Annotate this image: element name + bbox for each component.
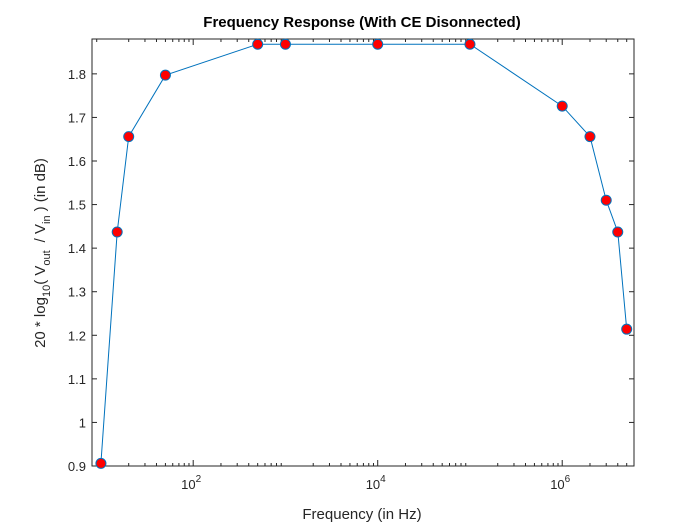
y-axis-label: 20 * log10( Vout / Vin ) (in dB) xyxy=(32,158,53,348)
y-label-prefix: 20 * log xyxy=(32,297,49,348)
x-tick-label: 104 xyxy=(366,474,386,492)
data-point xyxy=(123,131,135,143)
y-tick-label: 1 xyxy=(79,415,86,430)
axis-ticks: 0.9 1 1.1 1.2 1.3 1.4 1.5 1.6 1.7 1.8 102 104 106 xyxy=(68,39,635,492)
data-point xyxy=(372,38,384,50)
data-point xyxy=(95,457,107,469)
y-label-slash: / V xyxy=(32,224,49,242)
x-axis-label: Frequency (in Hz) xyxy=(302,506,421,523)
y-label-den-sub: in xyxy=(41,215,53,224)
y-label-open: ( V xyxy=(32,266,49,285)
y-tick-label: 1.6 xyxy=(68,154,86,169)
y-tick-label: 0.9 xyxy=(68,459,86,474)
data-series xyxy=(95,38,633,469)
x-tick-label: 106 xyxy=(550,474,570,492)
y-tick-label: 1.4 xyxy=(68,241,86,256)
y-tick-label: 1.3 xyxy=(68,285,86,300)
y-label-num-sub: out xyxy=(41,250,53,265)
data-point xyxy=(111,226,123,238)
data-point xyxy=(584,131,596,143)
y-label-suffix: ) (in dB) xyxy=(32,158,49,211)
plot-area xyxy=(91,38,635,467)
y-tick-label: 1.8 xyxy=(68,67,86,82)
data-point xyxy=(612,226,624,238)
y-label-prefix-sub: 10 xyxy=(41,285,53,297)
data-point xyxy=(464,38,476,50)
data-point xyxy=(621,323,633,335)
y-tick-label: 1.5 xyxy=(68,198,86,213)
data-point xyxy=(159,69,171,81)
data-point xyxy=(279,38,291,50)
data-point xyxy=(556,100,568,112)
y-tick-label: 1.2 xyxy=(68,328,86,343)
y-tick-label: 1.7 xyxy=(68,110,86,125)
chart-title: Frequency Response (With CE Disonnected) xyxy=(203,14,520,31)
y-tick-label: 1.1 xyxy=(68,372,86,387)
data-point xyxy=(252,38,264,50)
data-point xyxy=(600,194,612,206)
x-tick-label: 102 xyxy=(181,474,201,492)
